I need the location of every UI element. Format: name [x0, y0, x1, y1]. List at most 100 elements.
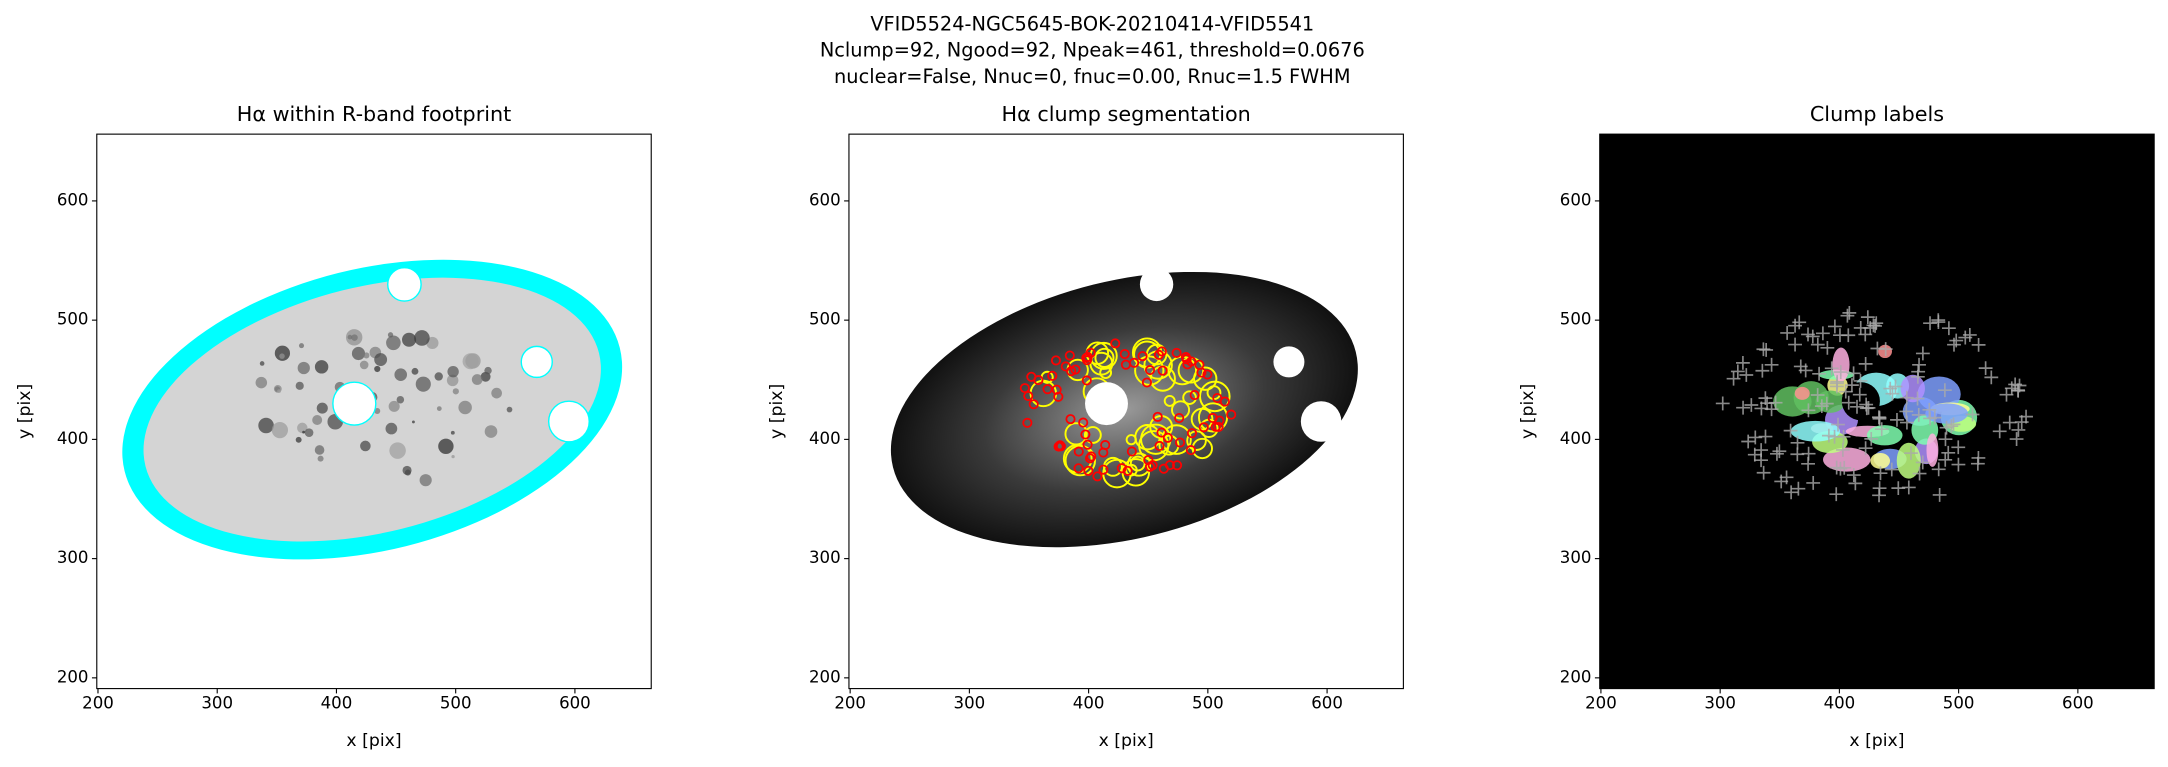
peak-cross: [1819, 396, 1834, 411]
emission-blob: [447, 366, 459, 378]
peak-cross: [1764, 357, 1779, 372]
masked-star: [1139, 267, 1174, 302]
peak-marker: [1050, 355, 1062, 366]
axes-title: Clump labels: [1810, 102, 1944, 126]
peak-marker: [1154, 440, 1165, 452]
masked-star: [520, 345, 553, 379]
masked-star: [387, 266, 422, 302]
masked-star: [1841, 382, 1880, 421]
peak-cross: [1885, 386, 1900, 401]
emission-blob: [484, 425, 498, 438]
emission-blob: [359, 360, 369, 370]
peak-cross: [1812, 366, 1827, 381]
x-tick-label: 600: [559, 693, 591, 712]
peak-cross: [1915, 346, 1930, 361]
emission-blob: [363, 352, 370, 359]
emission-blob: [302, 430, 306, 434]
peak-cross: [2011, 423, 2026, 437]
emission-blob: [462, 353, 479, 370]
peak-marker: [1122, 465, 1133, 476]
clump-label: [1926, 433, 1939, 467]
peak-marker: [1023, 390, 1034, 402]
peak-marker: [1171, 347, 1182, 358]
peak-marker: [1116, 463, 1127, 474]
peak-marker: [1153, 349, 1164, 360]
peak-marker: [1141, 377, 1152, 388]
peak-cross: [1901, 480, 1916, 495]
peak-cross: [1829, 379, 1844, 394]
clump-contour: [1163, 394, 1176, 407]
figure-title: VFID5524-NGC5645-BOK-20210414-VFID5541: [870, 12, 1314, 35]
peak-cross: [1931, 462, 1946, 477]
emission-blob: [374, 353, 388, 366]
emission-blob: [402, 332, 417, 347]
clump-label: [1866, 425, 1903, 446]
peak-cross: [1866, 318, 1881, 333]
emission-blob: [317, 455, 324, 462]
peak-cross: [1741, 434, 1756, 449]
peak-cross: [1992, 424, 2007, 439]
peak-cross: [1844, 378, 1859, 393]
axes-frame: [1599, 133, 2155, 690]
peak-cross: [1873, 466, 1888, 481]
clump-label: [1815, 390, 1846, 413]
peak-cross: [1824, 361, 1839, 376]
peak-cross: [1971, 337, 1986, 352]
x-tick-label: 300: [954, 693, 986, 712]
peak-cross: [1938, 452, 1953, 467]
peak-cross: [1755, 363, 1770, 378]
peak-cross: [1841, 395, 1856, 410]
peak-marker: [1210, 421, 1221, 432]
y-tick-label: 400: [57, 429, 89, 448]
peak-marker: [1066, 366, 1077, 377]
x-tick-label: 600: [1311, 693, 1343, 712]
y-tick-label: 200: [809, 667, 841, 686]
emission-blob: [312, 415, 323, 425]
peak-marker: [1065, 414, 1076, 425]
emission-blob: [491, 387, 502, 399]
clump-label: [1870, 452, 1891, 469]
clump-contour: [1190, 407, 1214, 431]
clump-label: [1794, 386, 1810, 400]
peak-cross: [1932, 488, 1947, 502]
peak-cross: [1848, 476, 1863, 491]
peak-cross: [1937, 383, 1952, 398]
axes-title: Hα within R-band footprint: [237, 102, 511, 126]
peak-cross: [1923, 316, 1937, 331]
peak-cross: [1915, 455, 1930, 470]
peak-marker: [1147, 460, 1158, 471]
clump-contour: [1140, 423, 1172, 455]
peak-cross: [2002, 415, 2017, 430]
peak-marker: [1081, 352, 1092, 363]
peak-cross: [1938, 432, 1953, 447]
clump-label: [1896, 442, 1921, 479]
x-tick-label: 400: [1824, 693, 1856, 712]
x-tick-label: 400: [1073, 693, 1105, 712]
y-tick-label: 600: [809, 190, 841, 209]
emission-blob: [415, 376, 431, 392]
emission-blob: [411, 367, 419, 375]
emission-blob: [452, 388, 459, 395]
peak-cross: [1912, 357, 1926, 372]
figure-title: nuclear=False, Nnuc=0, fnuc=0.00, Rnuc=1…: [834, 65, 1350, 88]
peak-marker: [1085, 453, 1096, 464]
peak-marker: [1019, 383, 1030, 394]
peak-cross: [1788, 318, 1802, 333]
peak-cross: [1874, 422, 1889, 437]
emission-blob: [389, 442, 406, 459]
peak-cross: [1730, 364, 1745, 379]
emission-blob: [402, 465, 412, 475]
peak-marker: [1129, 357, 1140, 368]
emission-blob: [255, 376, 268, 389]
emission-blob: [297, 361, 310, 375]
peak-cross: [1748, 430, 1763, 445]
peak-cross: [2011, 383, 2025, 398]
peak-cross: [1754, 453, 1768, 468]
peak-cross: [1810, 337, 1825, 352]
clump-contour: [1199, 380, 1231, 413]
x-tick-label: 500: [440, 693, 472, 712]
emission-blob: [259, 361, 265, 366]
peak-marker: [1073, 463, 1084, 474]
axes-frame: [848, 133, 1404, 690]
image-area: [1599, 134, 2155, 689]
